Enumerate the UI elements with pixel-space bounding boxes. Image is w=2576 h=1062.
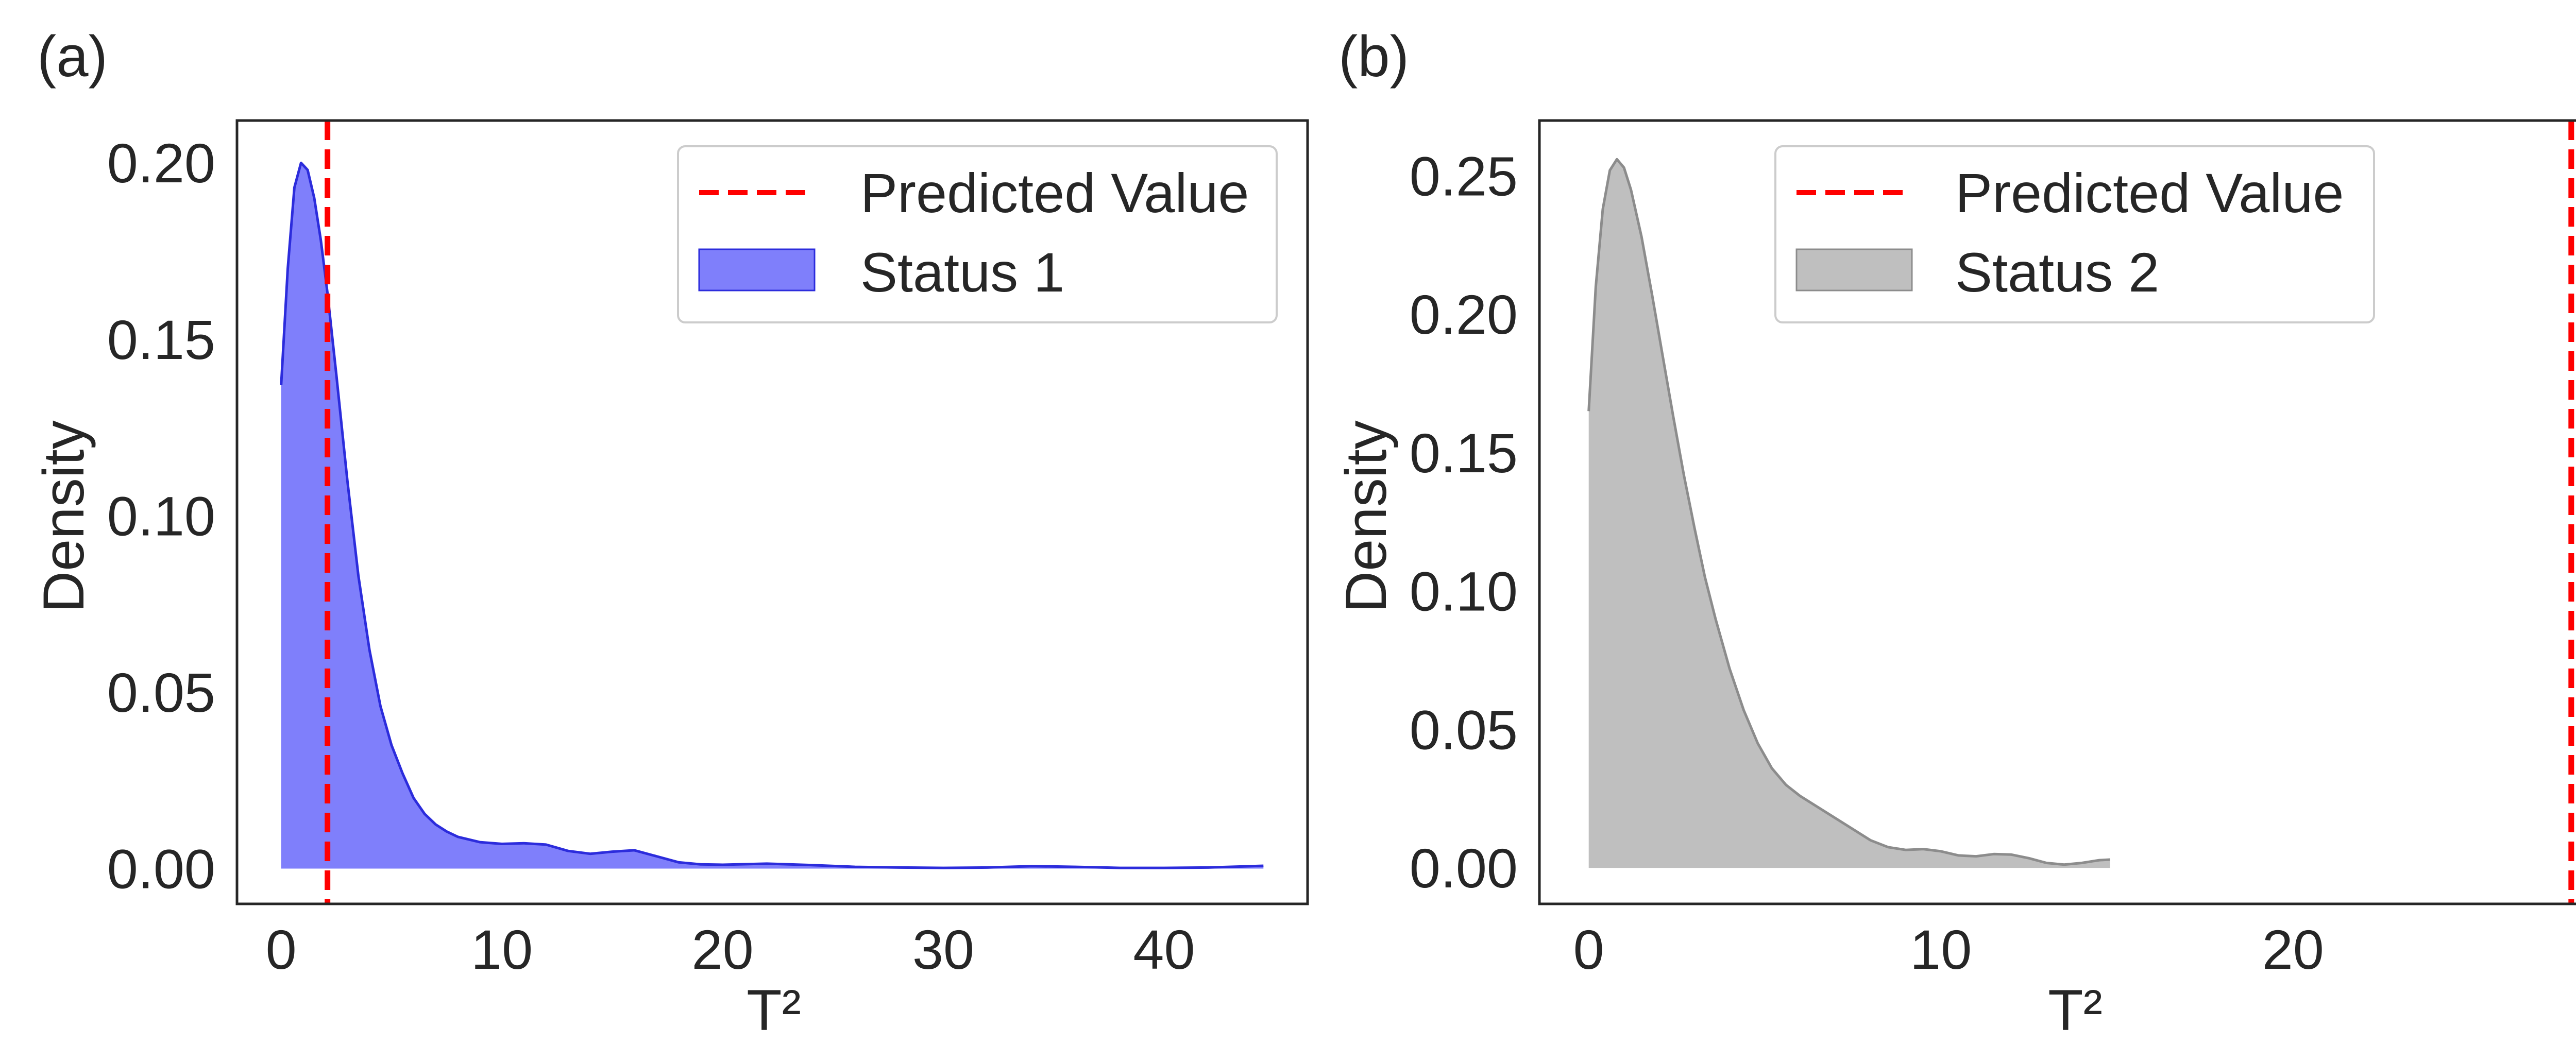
y-tick-label: 0.05: [107, 661, 215, 724]
x-tick-label: 40: [1133, 918, 1195, 981]
y-tick-label: 0.25: [1410, 145, 1518, 207]
x-tick-label: 20: [692, 918, 754, 981]
legend: Predicted Value Status 2: [1774, 145, 2375, 323]
y-tick-label: 0.00: [107, 837, 215, 900]
x-axis-label: T²: [2048, 978, 2103, 1042]
x-tick-label: 10: [471, 918, 533, 981]
density-curve: [1587, 158, 2110, 866]
legend-series-label: Status 1: [860, 241, 1064, 303]
y-tick-label: 0.15: [107, 309, 215, 371]
y-tick-label: 0.15: [1410, 422, 1518, 484]
y-tick-label: 0.00: [1410, 837, 1518, 899]
y-tick-label: 0.10: [1410, 560, 1518, 623]
density-area: [281, 163, 1264, 869]
x-tick-label: 20: [2262, 918, 2324, 981]
density-area: [1588, 159, 2110, 868]
legend-series-swatch: [698, 248, 816, 292]
legend-predicted-label: Predicted Value: [1955, 162, 2344, 224]
x-tick-label: 0: [266, 918, 297, 981]
y-axis-label: Density: [1334, 420, 1398, 612]
legend: Predicted Value Status 1: [677, 145, 1278, 323]
y-tick-label: 0.20: [1410, 283, 1518, 346]
y-tick-label: 0.10: [107, 485, 215, 547]
panel-a: (a) Density T² 0 10 20 30 40 0.00 0.05 0.10 0.15…: [31, 24, 1309, 1042]
legend-predicted-label: Predicted Value: [860, 162, 1249, 224]
panel-label: (a): [37, 24, 108, 89]
legend-box: [1774, 145, 2375, 323]
y-axis-label: Density: [31, 420, 96, 612]
panel-label: (b): [1338, 24, 1409, 89]
x-tick-label: 10: [1910, 918, 1972, 981]
x-axis-label: T²: [747, 978, 801, 1042]
legend-series-swatch: [1795, 248, 1913, 292]
y-tick-label: 0.05: [1410, 698, 1518, 761]
axes-frame: [235, 119, 1309, 905]
panel-b: (b) Density T² 0 10 20 0.00 0.05 0.10 0.15 0.20…: [1334, 24, 2576, 1042]
x-tick-label: 30: [912, 918, 974, 981]
y-tick-label: 0.20: [107, 132, 215, 194]
axes-frame: [1538, 119, 2576, 905]
legend-box: [677, 145, 1278, 323]
legend-series-label: Status 2: [1955, 241, 2159, 303]
x-tick-label: 0: [1573, 918, 1604, 981]
